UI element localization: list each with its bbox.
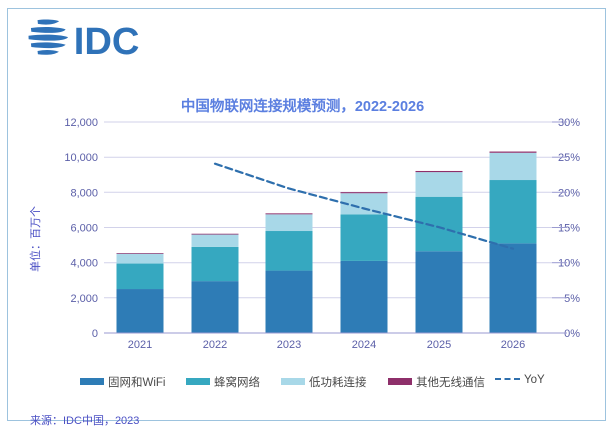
svg-text:30%: 30%: [558, 117, 580, 129]
svg-text:20%: 20%: [558, 187, 580, 199]
svg-text:4,000: 4,000: [70, 258, 98, 270]
svg-text:25%: 25%: [558, 152, 580, 164]
svg-text:12,000: 12,000: [64, 117, 98, 129]
svg-text:2025: 2025: [427, 339, 451, 351]
svg-text:0%: 0%: [564, 328, 580, 340]
svg-text:6,000: 6,000: [70, 223, 98, 235]
svg-text:2026: 2026: [501, 339, 525, 351]
svg-text:10%: 10%: [558, 258, 580, 270]
svg-text:15%: 15%: [558, 223, 580, 235]
svg-text:2021: 2021: [128, 339, 152, 351]
svg-text:10,000: 10,000: [64, 152, 98, 164]
svg-text:2022: 2022: [203, 339, 227, 351]
svg-text:2,000: 2,000: [70, 293, 98, 305]
svg-text:2024: 2024: [352, 339, 376, 351]
svg-text:0: 0: [92, 328, 98, 340]
svg-text:8,000: 8,000: [70, 187, 98, 199]
svg-text:2023: 2023: [277, 339, 301, 351]
svg-text:5%: 5%: [564, 293, 580, 305]
